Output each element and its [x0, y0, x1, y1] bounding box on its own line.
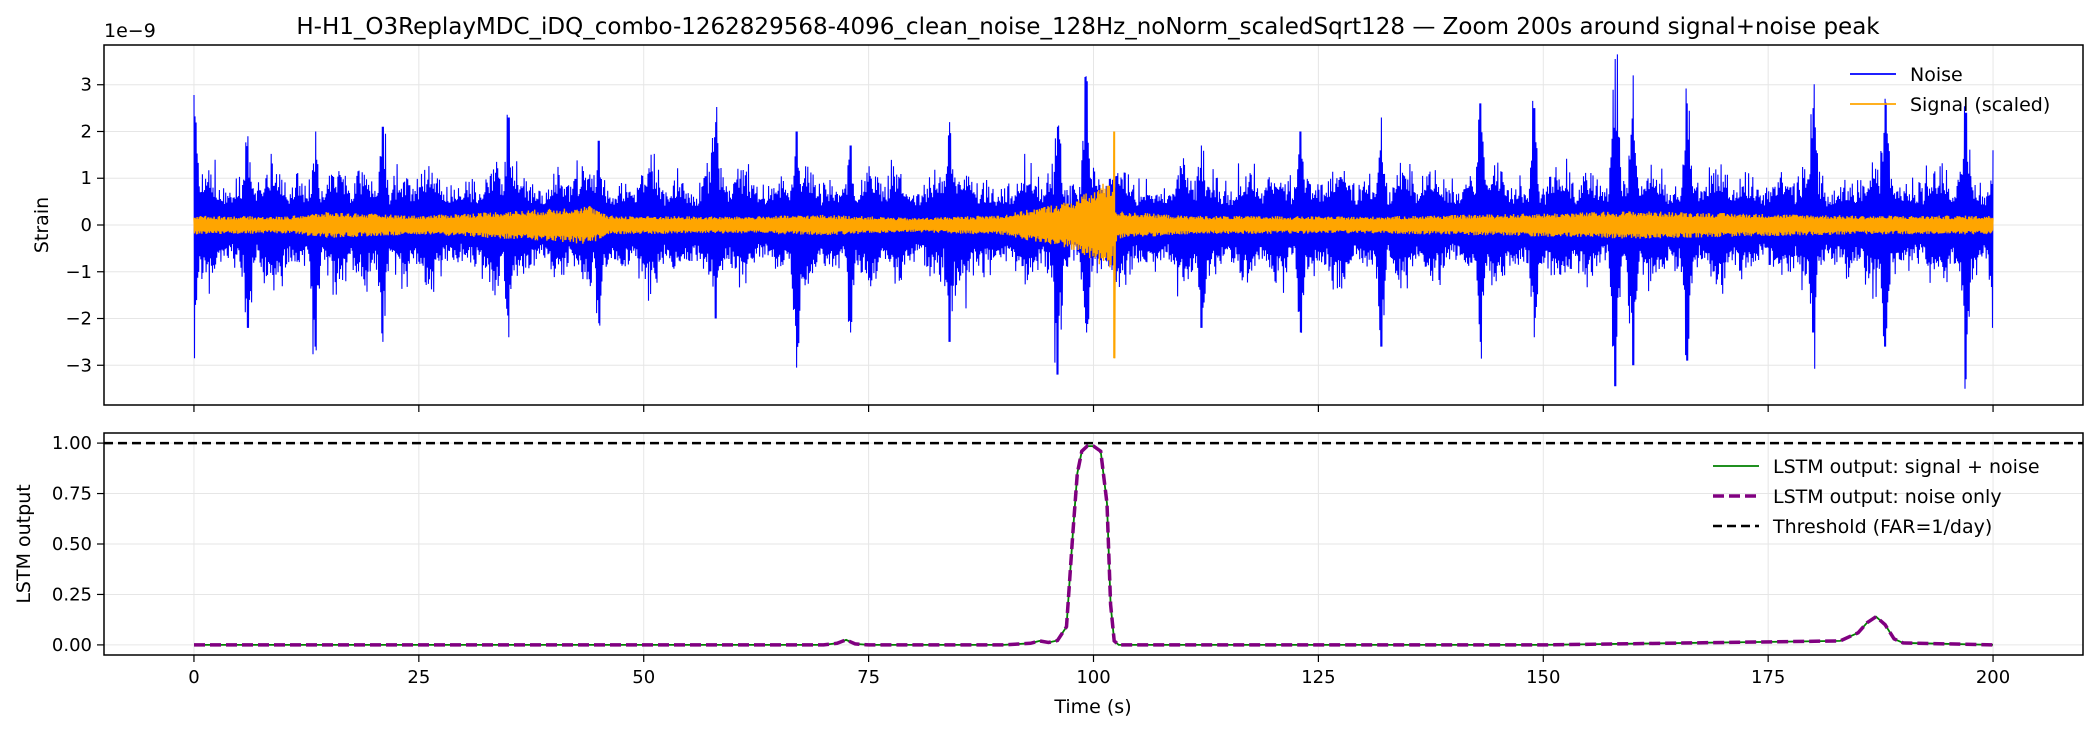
- lstm-y-label: LSTM output: [13, 484, 35, 603]
- strain-panel: −3 −2 −1 0 1 2 3 1e−9 Strain Noise Signal (sca…: [31, 20, 2084, 412]
- lstm-x-tick-label-0: 0: [188, 667, 199, 688]
- lstm-x-tick-label-4: 100: [1076, 667, 1110, 688]
- legend-label-threshold: Threshold (FAR=1/day): [1772, 516, 1992, 538]
- lstm-x-tick-label-8: 200: [1976, 667, 2010, 688]
- lstm-x-tick-label-1: 25: [407, 667, 430, 688]
- lstm-panel: 0.00 0.25 0.50 0.75 1.00 0 25 50 75 100 125 150 175…: [13, 432, 2084, 718]
- strain-y-tick-label-0: −3: [65, 355, 92, 376]
- lstm-y-tick-label-2: 0.50: [52, 534, 92, 555]
- legend-label-signal: Signal (scaled): [1910, 94, 2050, 116]
- lstm-x-label: Time (s): [1053, 696, 1131, 718]
- lstm-x-tick-label-7: 175: [1751, 667, 1785, 688]
- lstm-y-ticks: 0.00 0.25 0.50 0.75 1.00: [52, 433, 104, 656]
- lstm-x-tick-label-3: 75: [857, 667, 880, 688]
- strain-y-tick-label-5: 2: [81, 121, 92, 142]
- strain-y-tick-label-6: 3: [81, 75, 92, 96]
- legend-label-noise: Noise: [1910, 64, 1963, 86]
- lstm-noise-only-line: [194, 444, 1994, 647]
- lstm-y-tick-label-1: 0.25: [52, 584, 92, 605]
- strain-x-ticks: [193, 405, 1994, 412]
- chart-title: H-H1_O3ReplayMDC_iDQ_combo-1262829568-40…: [296, 14, 1880, 40]
- lstm-x-tick-label-6: 150: [1526, 667, 1560, 688]
- lstm-x-tick-label-5: 125: [1301, 667, 1335, 688]
- strain-series: [193, 54, 1994, 389]
- strain-y-tick-label-1: −2: [65, 309, 92, 330]
- lstm-y-tick-label-4: 1.00: [52, 433, 92, 454]
- lstm-series: [104, 441, 2083, 647]
- strain-y-tick-label-3: 0: [81, 215, 92, 236]
- signal-series-line: [193, 131, 1994, 359]
- lstm-y-tick-label-0: 0.00: [52, 635, 92, 656]
- lstm-y-tick-label-3: 0.75: [52, 484, 92, 505]
- lstm-x-ticks: 0 25 50 75 100 125 150 175 200: [188, 655, 2010, 688]
- strain-y-label: Strain: [31, 197, 53, 253]
- strain-y-ticks: −3 −2 −1 0 1 2 3: [65, 75, 104, 376]
- strain-y-tick-label-4: 1: [81, 168, 92, 189]
- strain-y-tick-label-2: −1: [65, 262, 92, 283]
- strain-offset-text: 1e−9: [104, 20, 156, 42]
- strain-legend: Noise Signal (scaled): [1850, 64, 2050, 116]
- lstm-x-tick-label-2: 50: [632, 667, 655, 688]
- noise-series-line: [193, 54, 1994, 389]
- legend-label-lstm-signal-noise: LSTM output: signal + noise: [1773, 456, 2040, 478]
- lstm-legend: LSTM output: signal + noise LSTM output:…: [1713, 456, 2040, 538]
- legend-label-lstm-noise-only: LSTM output: noise only: [1773, 486, 2002, 508]
